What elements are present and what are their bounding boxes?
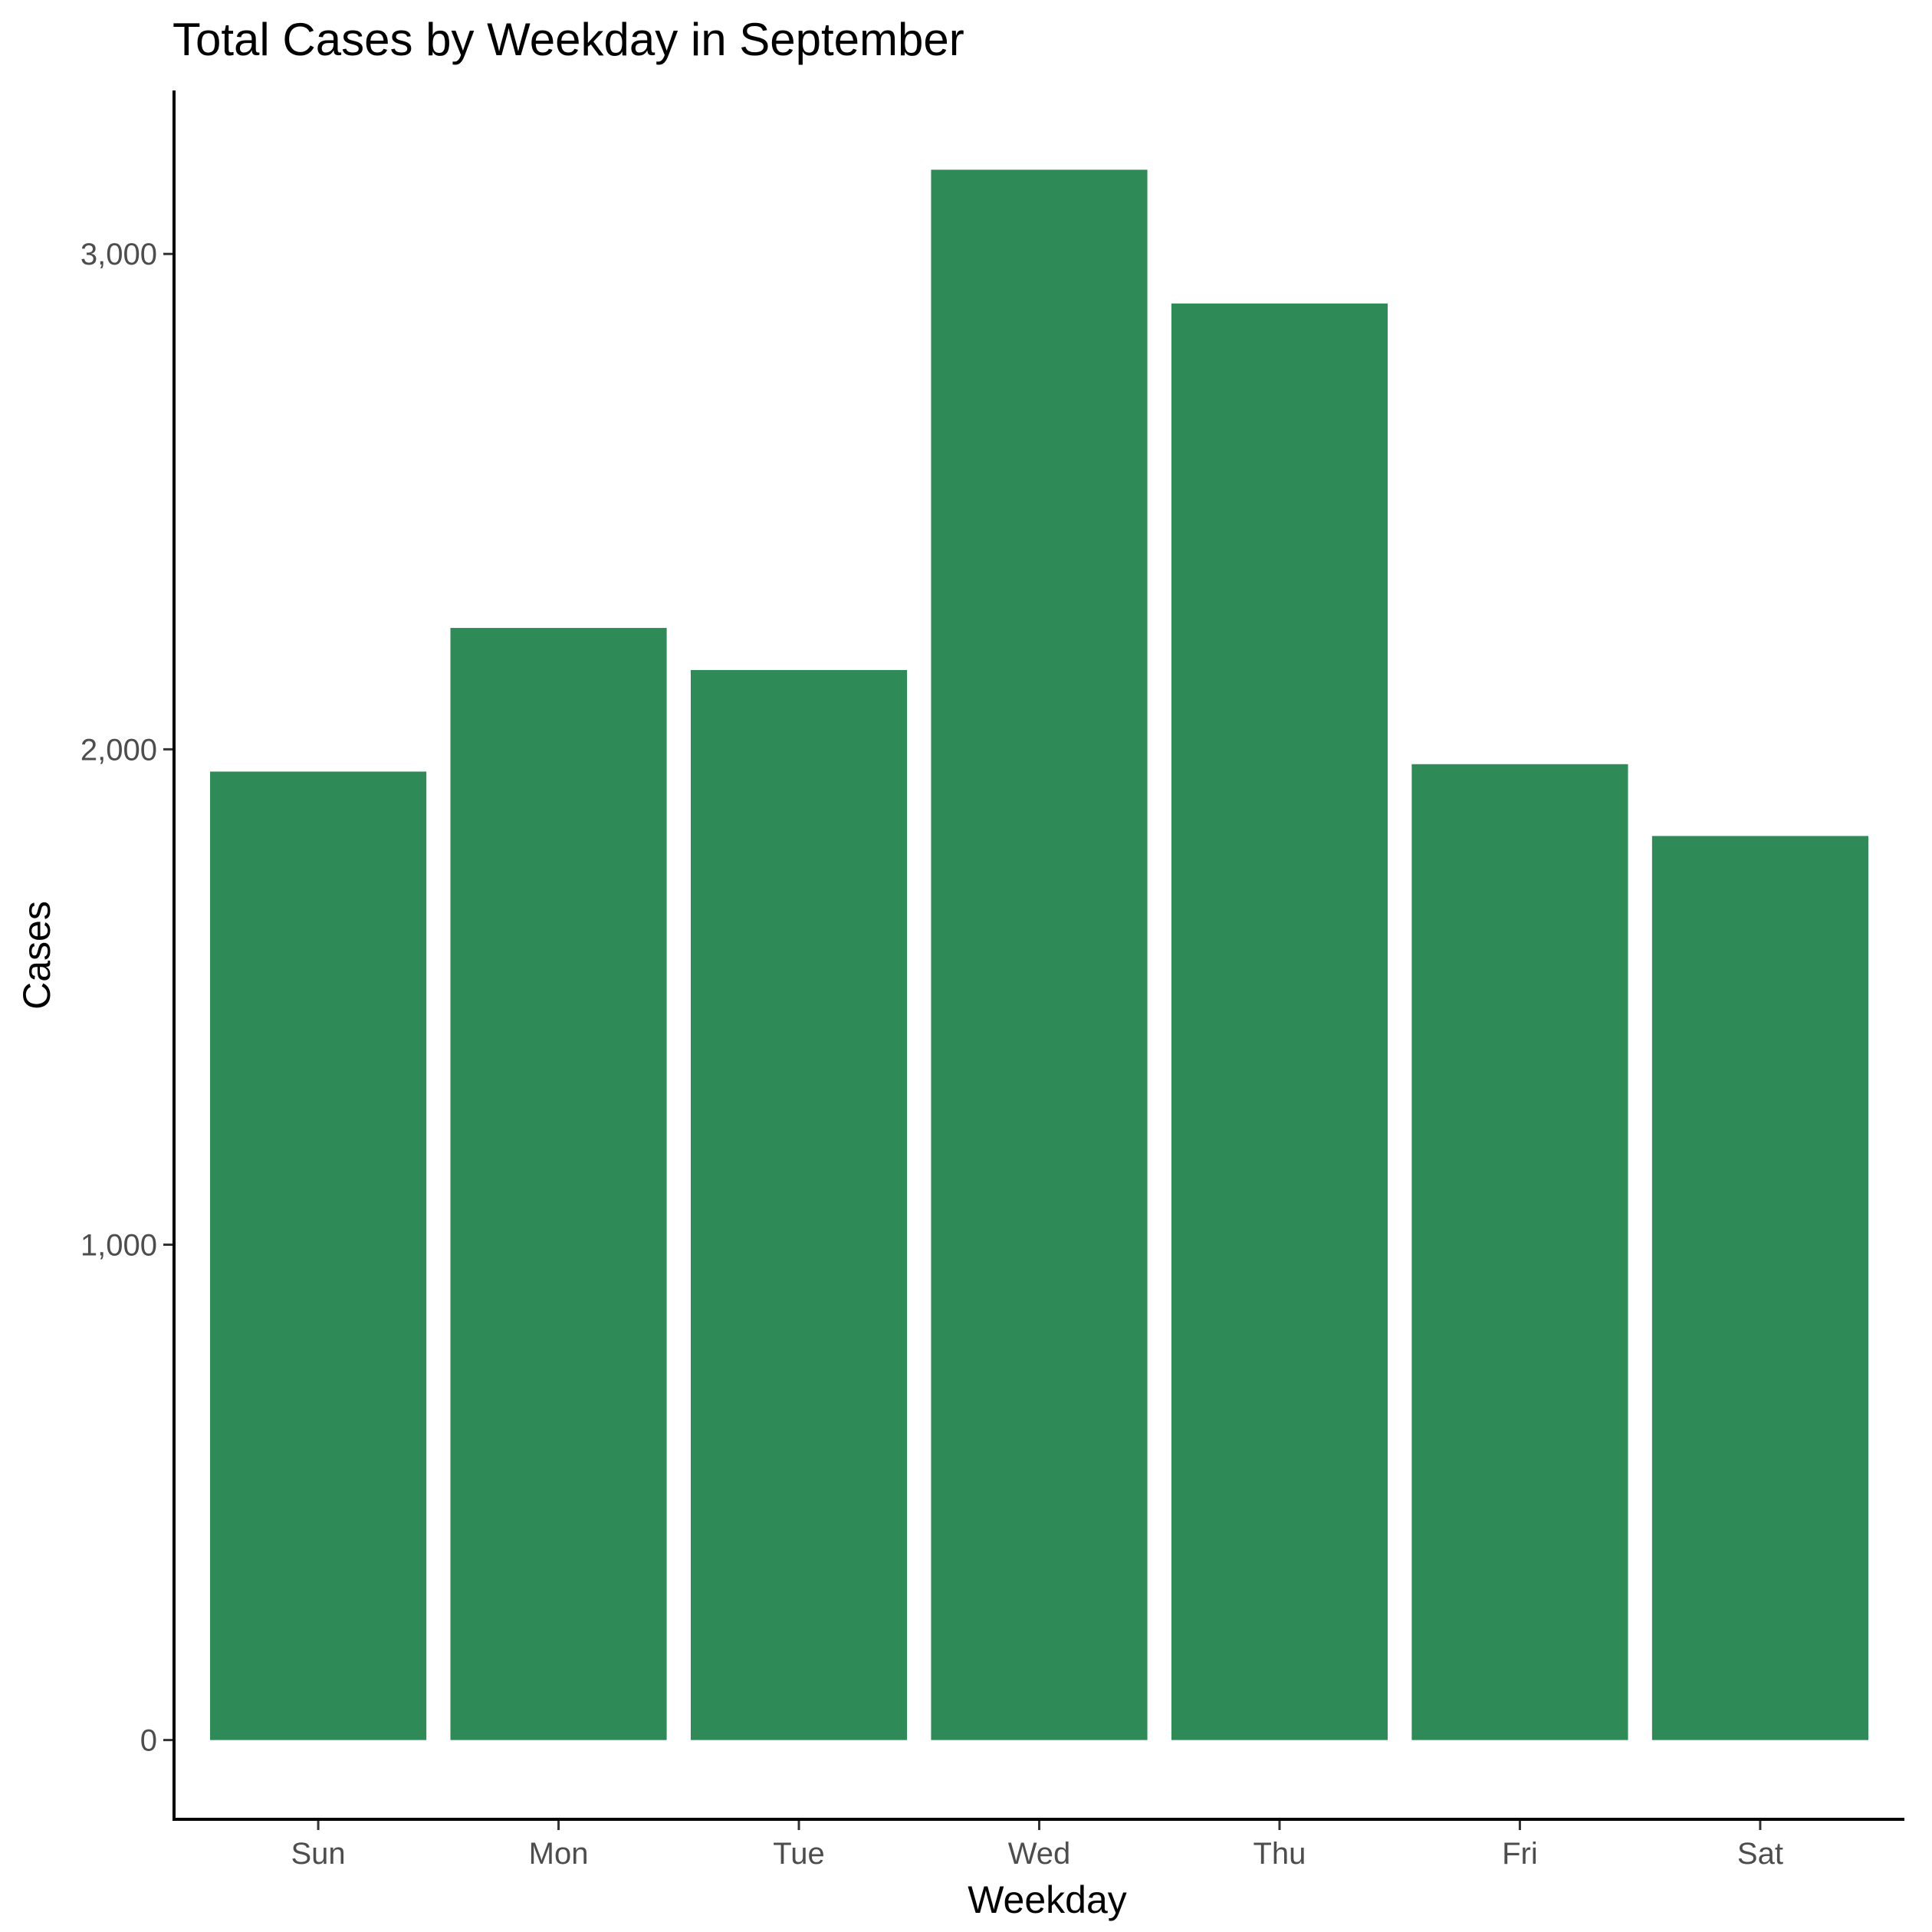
bar-sat xyxy=(1651,836,1868,1740)
y-tick-label: 1,000 xyxy=(80,1228,157,1262)
y-tick-label: 2,000 xyxy=(80,733,157,767)
x-tick-label: Wed xyxy=(1008,1837,1071,1871)
x-tick-label: Tue xyxy=(773,1837,824,1871)
x-tick-label: Thu xyxy=(1254,1837,1306,1871)
bar-sun xyxy=(210,771,427,1740)
x-tick-label: Mon xyxy=(529,1837,589,1871)
x-tick-label: Sun xyxy=(291,1837,345,1871)
y-axis-title: Cases xyxy=(15,901,58,1010)
x-tick-label: Sat xyxy=(1737,1837,1783,1871)
y-axis-ticks: 0 1,000 2,000 3,000 xyxy=(80,238,174,1758)
x-axis-title: Weekday xyxy=(968,1878,1127,1921)
bar-thu xyxy=(1171,303,1388,1740)
bar-tue xyxy=(690,669,908,1740)
bars-layer xyxy=(210,169,1868,1740)
x-tick-label: Fri xyxy=(1502,1837,1538,1871)
chart-title: Total Cases by Weekday in September xyxy=(172,14,964,65)
y-tick-label: 3,000 xyxy=(80,238,157,271)
bar-wed xyxy=(931,169,1148,1740)
bar-fri xyxy=(1411,764,1628,1740)
x-axis-ticks: Sun Mon Tue Wed Thu Fri Sat xyxy=(291,1819,1783,1871)
bar-mon xyxy=(450,628,667,1740)
y-tick-label: 0 xyxy=(140,1724,157,1758)
